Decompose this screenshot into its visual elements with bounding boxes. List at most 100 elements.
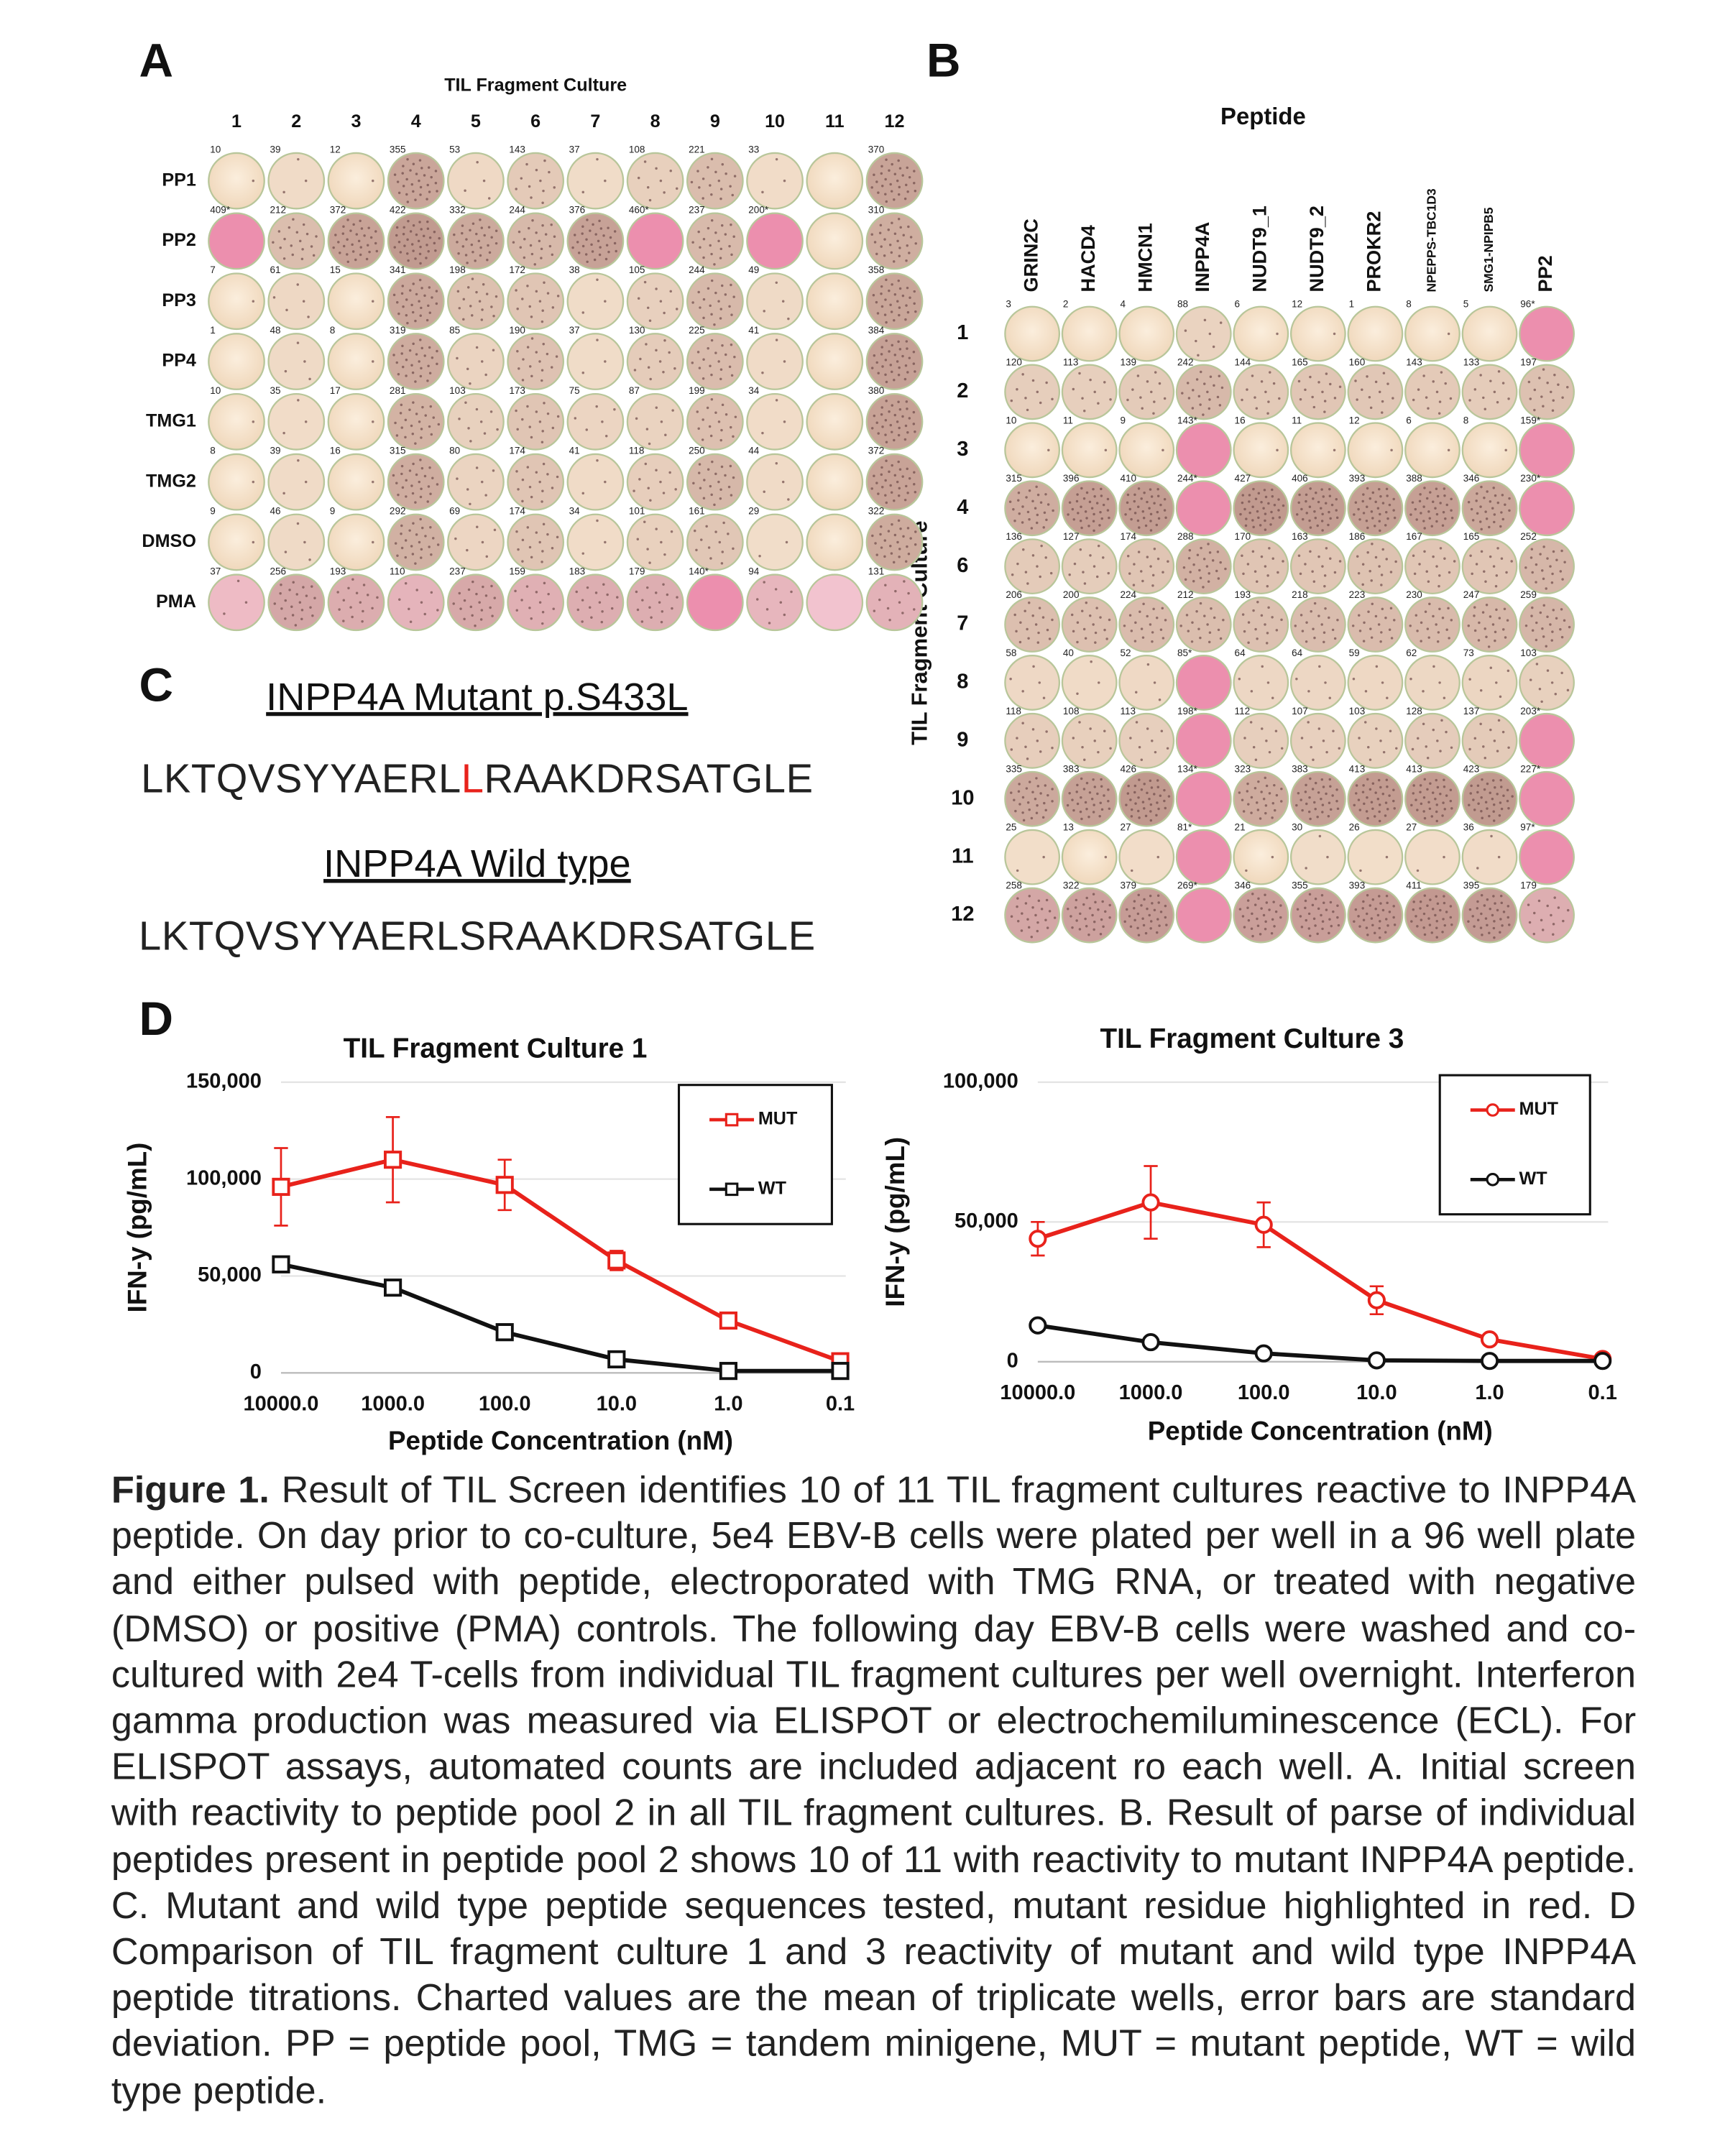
spot [300,257,304,261]
spot [419,517,422,521]
spot [1375,665,1379,668]
spot [530,617,533,620]
spot [1368,758,1372,761]
spot [1420,918,1423,921]
spot [1153,908,1156,912]
column-label: GRIN2C [1019,218,1041,292]
spot [1506,799,1509,803]
spot [1425,396,1428,399]
spot [484,594,488,597]
spot [1386,696,1389,699]
spot [1093,740,1096,742]
spot [466,262,469,264]
legend-label: MUT [1519,1099,1559,1119]
well [1289,364,1346,420]
spot [538,420,542,423]
spot [546,473,549,476]
spot [902,234,905,236]
well [746,453,804,511]
spot [1378,565,1381,568]
spot [1486,923,1489,927]
spot [758,554,761,558]
spot [891,430,893,433]
spot [1241,798,1244,801]
spot [463,599,466,602]
spot [406,321,409,325]
spot [469,605,473,609]
spot [880,413,883,416]
well-count: 159* [1520,415,1541,425]
spot [1271,855,1274,859]
spot [720,284,724,287]
spot [1489,666,1493,670]
spot [393,173,397,176]
spot [535,351,538,354]
spot [407,220,410,223]
spot [1440,719,1443,722]
spot [1298,493,1301,497]
spot [1336,916,1339,919]
spot [581,311,584,314]
spot [1034,623,1038,626]
spot [478,601,481,604]
spot [1151,902,1154,905]
spot [1159,503,1162,507]
spot [464,254,468,257]
spot [1491,798,1494,801]
spot [1275,629,1279,632]
spot [889,484,892,487]
spot [436,483,439,486]
spot [889,544,892,548]
spot [1327,523,1330,527]
spot [1199,636,1202,640]
spot [1566,908,1570,912]
spot [1432,380,1435,383]
spot [1138,610,1141,613]
spot [890,491,893,494]
spot [702,298,706,301]
spot [914,530,917,533]
spot [885,400,888,402]
spot [707,347,709,350]
spot [1395,747,1398,750]
mutant-sequence: LKTQVSYYAERLLRAAKDRSATGLE [141,756,813,801]
spot [903,498,907,502]
spot [888,410,891,413]
well-count: 227* [1520,764,1541,775]
spot [581,492,584,495]
spot [905,304,908,307]
well [447,333,505,390]
spot [1152,412,1155,415]
spot [1336,618,1339,622]
spot [516,308,519,310]
spot [1272,900,1275,903]
well [1519,596,1575,653]
spot [418,300,420,303]
spot [1165,923,1168,926]
spot [1379,740,1382,742]
well [1289,538,1346,595]
spot [1535,663,1539,665]
spot [1414,614,1418,617]
spot [1102,556,1105,559]
well [1061,422,1118,479]
well-count: 41 [569,446,580,456]
well-count: 35 [270,385,280,396]
spot [1479,689,1483,692]
spot [1492,895,1495,898]
spot [1491,779,1495,782]
spot [647,366,650,369]
spot [426,500,429,503]
spot [1496,793,1499,796]
spot [362,609,364,613]
spot [1358,808,1362,811]
spot [1260,380,1264,383]
spot [1549,565,1552,568]
spot [516,428,519,431]
spot [1046,793,1049,797]
spot [913,608,916,611]
spot [888,350,891,353]
spot [404,436,407,439]
spot [1530,556,1533,559]
spot [1044,808,1047,812]
